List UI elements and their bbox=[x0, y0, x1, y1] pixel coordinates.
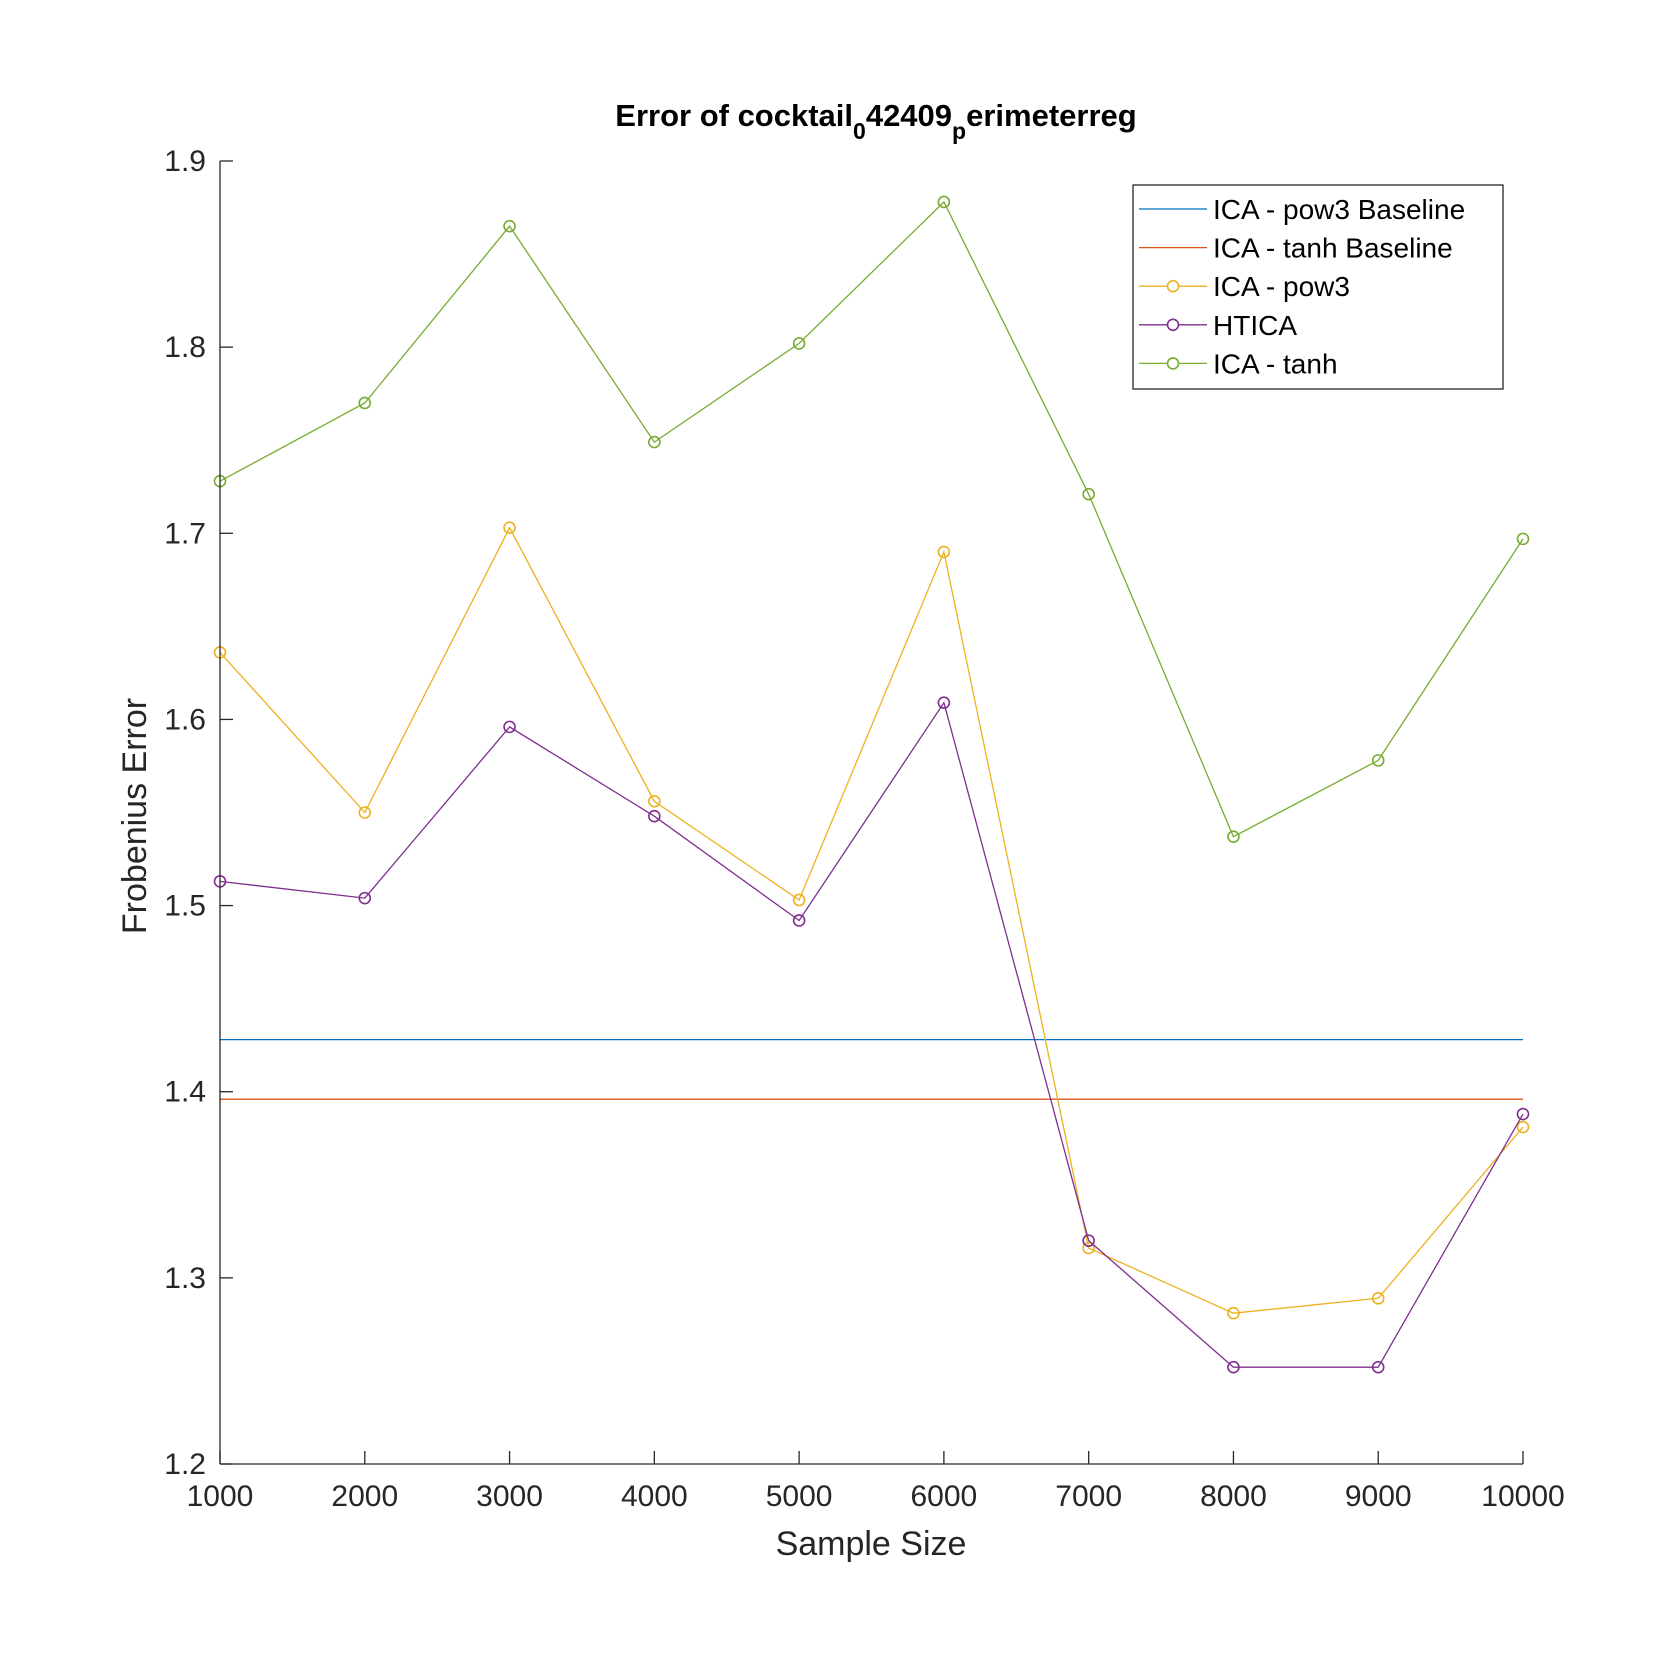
data-point bbox=[1371, 1292, 1385, 1305]
data-point bbox=[503, 219, 516, 233]
x-tick-label: 2000 bbox=[331, 1480, 398, 1513]
x-tick-label: 1000 bbox=[187, 1480, 254, 1513]
data-point bbox=[648, 809, 661, 823]
data-point bbox=[1082, 1234, 1095, 1247]
data-point bbox=[1227, 830, 1240, 843]
series-ica-pow3 bbox=[213, 521, 1530, 1320]
data-point bbox=[648, 795, 661, 808]
x-tick-label: 7000 bbox=[1055, 1480, 1122, 1513]
x-tick-label: 10000 bbox=[1481, 1480, 1564, 1513]
legend-marker bbox=[1166, 357, 1180, 370]
chart-title: Error of cocktail042409perimeterreg bbox=[615, 98, 1136, 144]
series-line bbox=[219, 200, 1524, 838]
y-tick-label: 1.6 bbox=[164, 703, 206, 736]
data-point bbox=[358, 396, 372, 410]
x-tick-label: 6000 bbox=[911, 1480, 978, 1513]
data-point bbox=[937, 696, 951, 709]
title-main: Error of cocktail bbox=[615, 98, 853, 133]
data-point bbox=[1227, 1360, 1240, 1374]
legend-label: HTICA bbox=[1213, 310, 1297, 341]
data-point bbox=[792, 914, 806, 927]
data-point bbox=[1516, 532, 1530, 546]
legend-box bbox=[1132, 184, 1504, 390]
data-point bbox=[792, 337, 806, 350]
x-tick-label: 3000 bbox=[476, 1480, 543, 1513]
data-point bbox=[1371, 754, 1385, 767]
data-point bbox=[503, 720, 516, 734]
y-tick-label: 1.9 bbox=[164, 145, 206, 178]
legend-label: ICA - tanh Baseline bbox=[1213, 233, 1453, 264]
y-tick-label: 1.5 bbox=[164, 890, 206, 923]
x-tick-label: 4000 bbox=[621, 1480, 688, 1513]
title-subscript-1: 0 bbox=[853, 118, 866, 144]
y-tick-label: 1.2 bbox=[164, 1448, 206, 1481]
series-layer bbox=[213, 195, 1530, 1374]
data-point bbox=[358, 806, 372, 819]
x-tick-label: 8000 bbox=[1200, 1480, 1267, 1513]
data-point bbox=[1082, 1241, 1095, 1255]
data-point bbox=[1516, 1107, 1530, 1121]
axes: 1000 2000 3000 4000 5000 6000 7000 8000 9000 1000… bbox=[164, 145, 1564, 1513]
y-tick-label: 1.3 bbox=[164, 1262, 206, 1295]
x-axis-label: Sample Size bbox=[776, 1525, 967, 1563]
legend-label: ICA - pow3 Baseline bbox=[1213, 194, 1465, 225]
y-tick-label: 1.7 bbox=[164, 517, 206, 550]
legend-label: ICA - pow3 bbox=[1213, 271, 1350, 302]
data-point bbox=[648, 435, 661, 449]
data-point bbox=[1371, 1360, 1385, 1374]
title-end: erimeterreg bbox=[966, 98, 1137, 133]
x-tick-label: 9000 bbox=[1345, 1480, 1412, 1513]
series-line bbox=[219, 526, 1524, 1314]
data-point bbox=[1516, 1120, 1530, 1134]
data-point bbox=[1227, 1306, 1240, 1320]
data-point bbox=[792, 893, 806, 907]
series-ica-tanh bbox=[213, 195, 1530, 843]
data-point bbox=[358, 891, 372, 905]
y-tick-label: 1.8 bbox=[164, 331, 206, 364]
legend-marker bbox=[1166, 279, 1180, 293]
data-point bbox=[937, 195, 951, 209]
legend: ICA - pow3 Baseline ICA - tanh Baseline IC… bbox=[1132, 184, 1504, 390]
title-mid: 42409 bbox=[866, 98, 952, 133]
series-line bbox=[219, 701, 1524, 1368]
y-axis-label: Frobenius Error bbox=[116, 698, 154, 934]
data-point bbox=[937, 545, 951, 559]
legend-marker bbox=[1166, 318, 1180, 332]
y-tick-label: 1.4 bbox=[164, 1076, 206, 1109]
data-point bbox=[1082, 487, 1095, 501]
title-subscript-2: p bbox=[952, 118, 966, 144]
x-tick-label: 5000 bbox=[766, 1480, 833, 1513]
legend-label: ICA - tanh bbox=[1213, 348, 1338, 379]
data-point bbox=[503, 521, 516, 535]
